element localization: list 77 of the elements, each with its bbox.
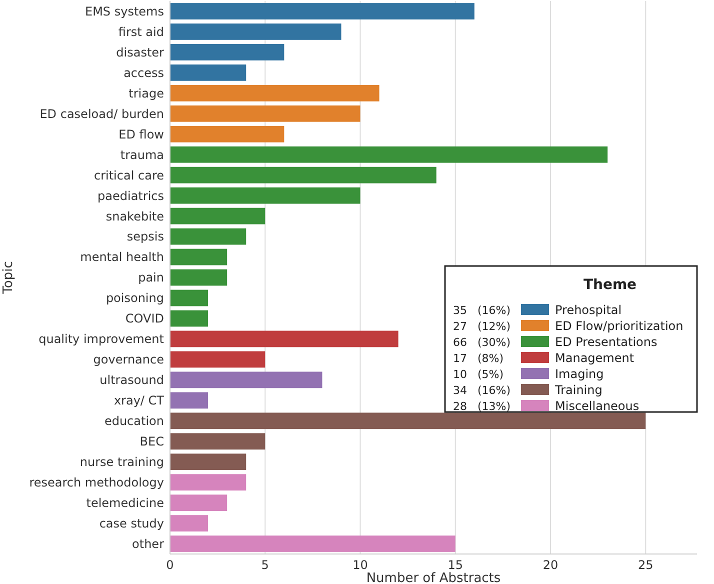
legend-label: Imaging xyxy=(555,367,604,382)
y-tick-label: first aid xyxy=(118,24,164,39)
bar xyxy=(170,269,228,286)
y-tick-label: research methodology xyxy=(29,476,164,490)
bar xyxy=(170,330,398,348)
y-tick-label: education xyxy=(104,414,164,428)
bar xyxy=(170,24,342,40)
annotation: 66 (30%) xyxy=(453,336,511,349)
bar xyxy=(170,208,266,224)
y-tick-label: ED flow xyxy=(118,127,164,142)
bar xyxy=(170,166,436,184)
y-tick-label: quality improvement xyxy=(38,332,164,346)
bar xyxy=(170,105,360,122)
x-tick-label: 10 xyxy=(352,558,368,572)
y-tick-label: governance xyxy=(93,352,164,367)
legend-title: Theme xyxy=(583,277,637,293)
x-tick-label: 0 xyxy=(166,558,174,572)
bar xyxy=(170,126,284,142)
y-tick-label: nurse training xyxy=(80,455,164,470)
x-tick-label: 25 xyxy=(638,558,654,572)
annotation: 27 (12%) xyxy=(453,320,511,333)
y-tick-label: snakebite xyxy=(106,209,164,224)
annotation: 17 (8%) xyxy=(453,352,504,365)
annotation: 34 (16%) xyxy=(453,384,511,397)
y-axis-title: Topic xyxy=(1,261,16,295)
bar xyxy=(170,433,266,450)
bar xyxy=(170,228,246,245)
bar xyxy=(170,3,474,20)
bar xyxy=(170,310,208,327)
annotation: 10 (5%) xyxy=(453,368,504,381)
bar xyxy=(170,536,456,552)
bar xyxy=(170,372,322,388)
bar xyxy=(170,494,228,511)
y-tick-label: trauma xyxy=(120,148,164,162)
bar xyxy=(170,412,646,430)
y-tick-label: ultrasound xyxy=(100,373,164,388)
y-tick-label: paediatrics xyxy=(98,188,164,203)
bar xyxy=(170,44,284,60)
bar xyxy=(170,187,360,204)
annotation: 28 (13%) xyxy=(453,400,511,413)
bar xyxy=(170,474,246,491)
y-tick-label: other xyxy=(132,536,164,551)
y-tick-label: telemedicine xyxy=(86,496,164,510)
bar xyxy=(170,515,208,532)
annotation: 35 (16%) xyxy=(453,304,511,317)
y-tick-label: COVID xyxy=(125,312,164,326)
x-axis-title: Number of Abstracts xyxy=(366,571,501,584)
y-tick-label: poisoning xyxy=(106,291,164,306)
y-tick-label: mental health xyxy=(80,250,164,264)
y-tick-label: sepsis xyxy=(126,230,164,244)
legend-label: ED Flow/prioritization xyxy=(555,319,684,334)
legend-label: Training xyxy=(554,383,602,398)
legend-label: Miscellaneous xyxy=(555,399,640,414)
legend-label: Prehospital xyxy=(555,303,622,318)
x-tick-label: 20 xyxy=(542,558,558,572)
bar xyxy=(170,351,266,368)
y-tick-label: EMS systems xyxy=(84,4,164,18)
legend-label: Management xyxy=(555,351,634,366)
bar xyxy=(170,392,208,409)
bar xyxy=(170,64,246,81)
y-tick-label: case study xyxy=(99,516,164,530)
bar xyxy=(170,248,228,266)
y-tick-label: xray/ CT xyxy=(114,394,165,408)
bar xyxy=(170,454,246,470)
y-tick-label: ED caseload/ burden xyxy=(40,106,164,121)
bar xyxy=(170,290,208,306)
x-tick-label: 15 xyxy=(448,558,464,572)
y-tick-label: pain xyxy=(138,270,164,285)
y-tick-label: BEC xyxy=(140,434,164,449)
y-tick-label: critical care xyxy=(94,168,164,182)
y-tick-label: triage xyxy=(128,86,164,100)
y-tick-label: access xyxy=(124,66,164,80)
x-tick-label: 5 xyxy=(261,558,269,572)
legend-label: ED Presentations xyxy=(555,335,658,350)
bar xyxy=(170,84,380,102)
bar xyxy=(170,146,608,163)
y-tick-label: disaster xyxy=(116,45,164,60)
